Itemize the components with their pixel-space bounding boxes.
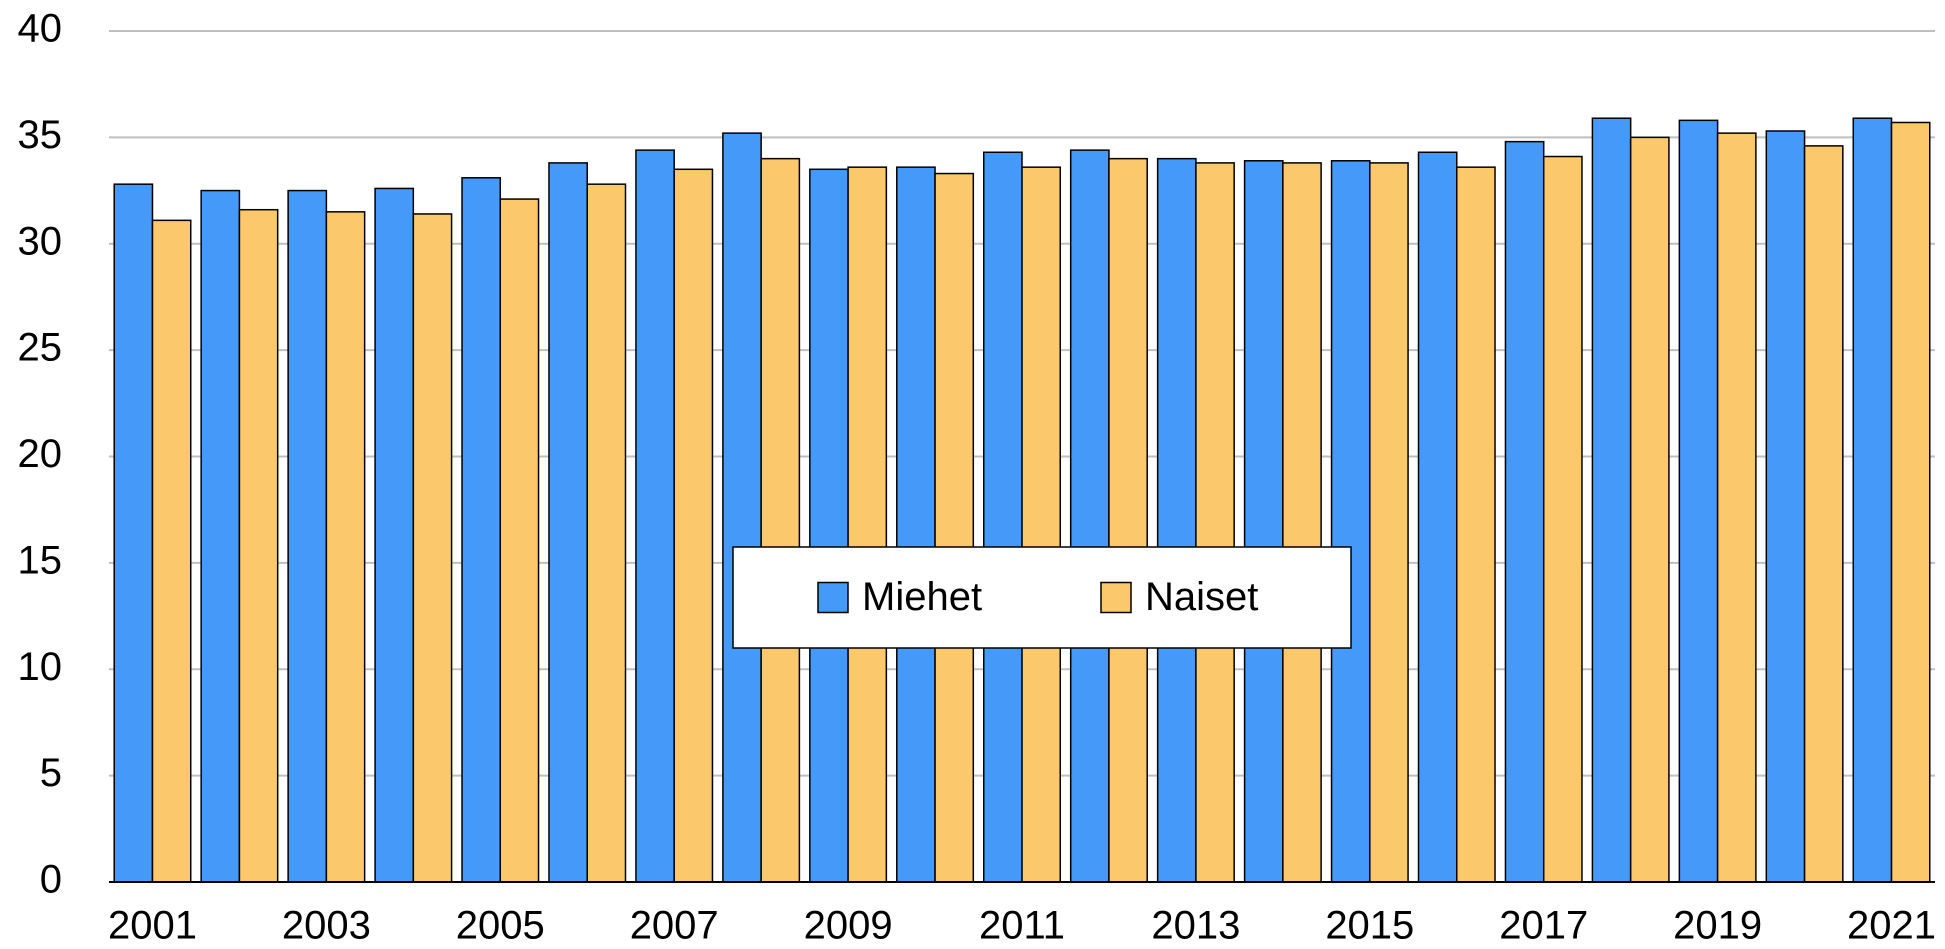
bar	[1195, 162, 1235, 883]
y-tick-label: 15	[18, 538, 63, 582]
bar	[113, 183, 154, 883]
bar	[1765, 130, 1806, 883]
y-tick-label: 25	[18, 326, 63, 370]
y-tick-label: 40	[18, 7, 63, 51]
bar	[760, 157, 801, 883]
bar	[1369, 162, 1409, 883]
y-tick-label: 30	[18, 219, 63, 263]
bar	[722, 132, 762, 883]
bar	[635, 149, 675, 883]
bar	[1890, 121, 1931, 883]
bar	[1021, 166, 1062, 883]
bar	[374, 187, 415, 883]
x-tick-label: 2011	[979, 904, 1065, 948]
bar	[1417, 151, 1458, 883]
bar	[1504, 140, 1545, 883]
bar	[1716, 132, 1757, 883]
bar	[287, 189, 328, 883]
y-tick-label: 20	[18, 432, 63, 476]
bar	[1542, 155, 1583, 883]
x-tick-label: 2003	[282, 904, 371, 948]
legend-swatch	[817, 581, 849, 614]
y-tick-label: 35	[18, 113, 63, 157]
bar	[1629, 136, 1670, 883]
bar	[847, 166, 888, 883]
bar	[982, 151, 1023, 883]
x-tick-label: 2013	[1151, 904, 1240, 948]
y-tick-label: 0	[40, 858, 62, 902]
bar	[1330, 160, 1371, 883]
bar	[499, 198, 540, 883]
bar	[1282, 162, 1322, 883]
bar	[461, 177, 502, 883]
bar	[200, 189, 241, 883]
x-tick-label: 2007	[630, 904, 719, 948]
bar	[1678, 119, 1719, 883]
bar	[1108, 157, 1148, 883]
bar	[238, 208, 279, 883]
legend-swatch	[1100, 581, 1132, 614]
legend-box	[732, 546, 1352, 649]
bar	[586, 183, 627, 883]
bar	[1243, 160, 1284, 883]
bar	[1591, 117, 1632, 883]
bar	[548, 162, 588, 883]
bar	[151, 219, 192, 883]
bar	[325, 211, 366, 883]
bar	[896, 166, 936, 883]
x-tick-label: 2001	[108, 904, 197, 948]
bar	[934, 172, 975, 883]
bar	[1456, 166, 1496, 883]
bar	[412, 213, 453, 883]
x-tick-label: 2015	[1325, 904, 1414, 948]
legend-label: Naiset	[1145, 575, 1258, 619]
x-tick-label: 2009	[804, 904, 893, 948]
x-tick-label: 2021	[1847, 904, 1936, 948]
y-tick-label: 10	[18, 645, 63, 689]
bar	[1069, 149, 1110, 883]
bar	[673, 168, 714, 883]
x-tick-label: 2017	[1499, 904, 1588, 948]
x-tick-label: 2005	[456, 904, 545, 948]
y-tick-label: 5	[40, 751, 62, 795]
bar	[1852, 117, 1893, 883]
bar	[809, 168, 849, 883]
bar	[1156, 157, 1197, 883]
legend-label: Miehet	[862, 575, 982, 619]
x-tick-label: 2019	[1673, 904, 1762, 948]
bar	[1803, 145, 1844, 883]
